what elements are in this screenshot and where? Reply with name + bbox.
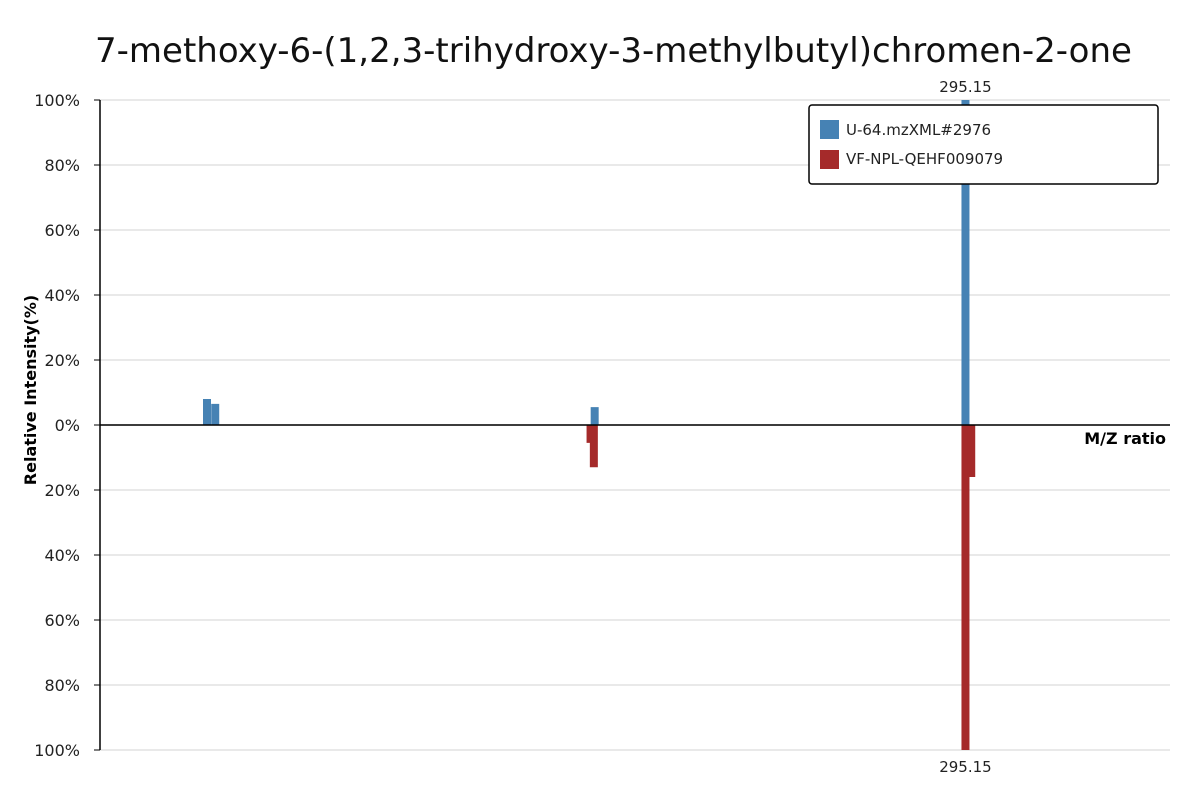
y-tick-label: 40% [44, 286, 80, 305]
peak-bar-upper [211, 403, 220, 425]
y-tick-label: 0% [55, 416, 80, 435]
y-tick-label: 80% [44, 676, 80, 695]
y-tick-label: 20% [44, 351, 80, 370]
y-tick-label: 40% [44, 546, 80, 565]
legend-entry-series-1: U-64.mzXML#2976 [846, 121, 991, 139]
y-tick-label: 100% [34, 741, 80, 760]
peak-bar-lower [961, 425, 970, 750]
peak-label: 295.15 [939, 78, 992, 96]
peaks [203, 100, 976, 750]
legend-swatch-series-1 [820, 120, 839, 139]
legend-box [808, 104, 1159, 185]
chart-title: 7-methoxy-6-(1,2,3-trihydroxy-3-methylbu… [95, 31, 1132, 71]
peak-label: 295.15 [939, 758, 992, 776]
y-tick-label: 100% [34, 91, 80, 110]
legend: U-64.mzXML#2976 VF-NPL-QEHF009079 [808, 104, 1159, 185]
legend-entry-series-2: VF-NPL-QEHF009079 [846, 150, 1003, 168]
peak-labels: 295.15 295.15 [939, 78, 992, 776]
x-axis-label: M/Z ratio [1084, 429, 1166, 448]
y-tick-label: 80% [44, 156, 80, 175]
y-tick-labels: 100% 80% 60% 40% 20% 0% 20% 40% 60% 80% 100% [34, 91, 100, 760]
y-tick-label: 60% [44, 221, 80, 240]
y-tick-label: 20% [44, 481, 80, 500]
y-tick-label: 60% [44, 611, 80, 630]
peak-bar-upper [590, 407, 599, 425]
peak-bar-upper [961, 100, 970, 425]
legend-swatch-series-2 [820, 150, 839, 169]
peak-bar-lower [967, 425, 976, 477]
y-axis-label: Relative Intensity(%) [21, 295, 40, 485]
peak-bar-lower [589, 425, 598, 468]
peak-bar-upper [203, 399, 211, 425]
